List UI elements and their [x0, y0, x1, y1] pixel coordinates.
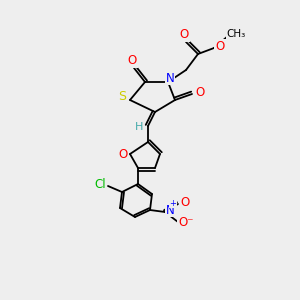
Text: O: O [215, 40, 225, 52]
Text: +: + [169, 199, 176, 208]
Text: O: O [179, 28, 189, 41]
Text: N: N [166, 203, 174, 217]
Text: O⁻: O⁻ [178, 217, 194, 230]
Text: Cl: Cl [94, 178, 106, 191]
Text: N: N [166, 71, 174, 85]
Text: O: O [180, 196, 190, 209]
Text: O: O [195, 85, 205, 98]
Text: S: S [118, 91, 126, 103]
Text: H: H [135, 122, 143, 132]
Text: CH₃: CH₃ [226, 29, 246, 39]
Text: O: O [118, 148, 127, 160]
Text: O: O [128, 55, 136, 68]
